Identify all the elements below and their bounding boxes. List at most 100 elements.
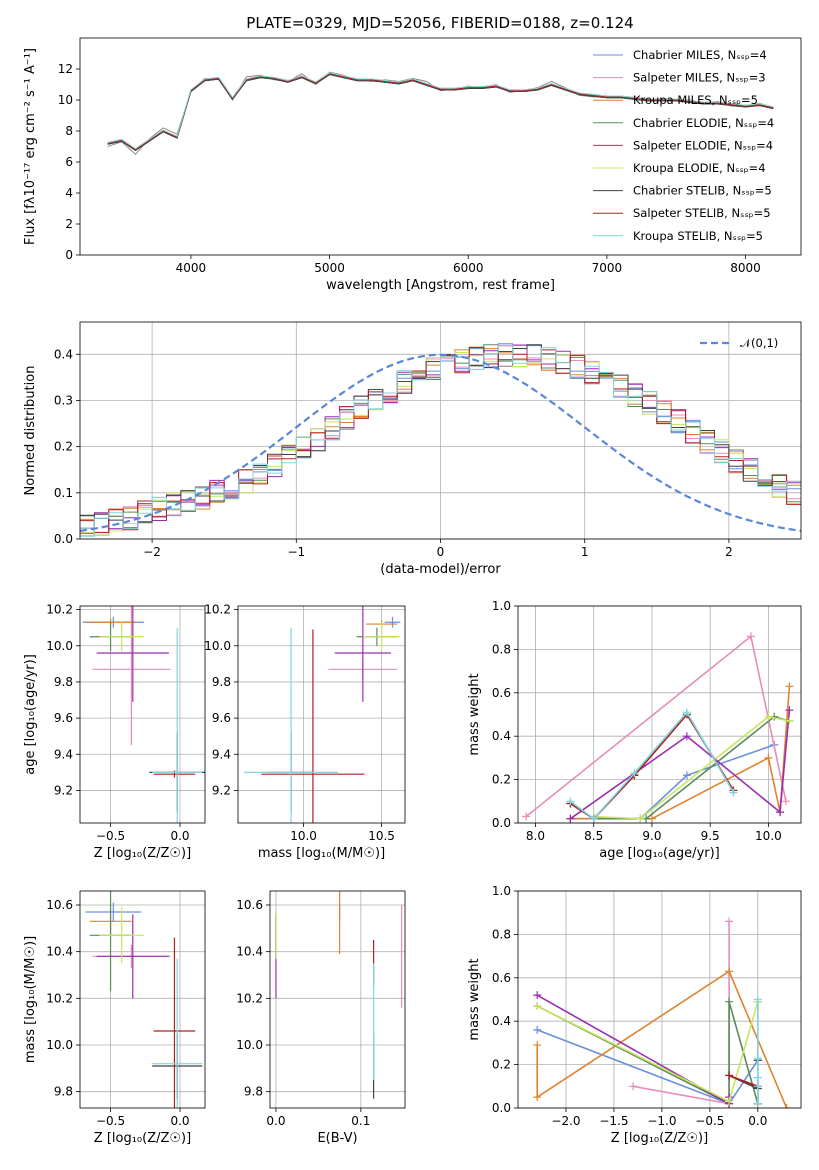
legend-label: Salpeter MILES, Nₛₛₚ=3: [633, 71, 766, 85]
y-tick-label: 0: [65, 248, 73, 262]
x-tick-label: −1.5: [599, 1114, 628, 1128]
axes: −2.0 −1.5 −1.0 −0.5 0.0 0.0 0.2 0.4 0.6 0.8 1.0 Z […: [467, 884, 802, 1146]
plot-area: [244, 606, 401, 823]
series-marker: [746, 632, 755, 641]
legend-label: Kroupa MILES, Nₛₛₚ=5: [633, 93, 758, 107]
x-axis-label: Z [log₁₀(Z/Z☉)]: [94, 1131, 191, 1146]
x-tick-label: −2: [143, 545, 161, 559]
legend-label: Salpeter STELIB, Nₛₛₚ=5: [633, 206, 771, 220]
y-tick-label: 1.0: [492, 599, 511, 613]
y-tick-label: 10.6: [46, 898, 73, 912]
series-marker: [753, 1073, 762, 1082]
series-line: [593, 715, 790, 820]
x-tick-label: 8000: [730, 261, 761, 275]
x-tick-label: 7000: [592, 261, 623, 275]
normal-curve: [80, 353, 801, 532]
y-tick-label: 9.8: [244, 1085, 263, 1099]
axes-frame: [79, 37, 802, 256]
x-tick-label: 9.5: [701, 829, 720, 843]
axes-frame: [79, 890, 206, 1109]
y-tick-label: 0.2: [492, 773, 511, 787]
y-tick-label: 10.0: [46, 1038, 73, 1052]
y-tick-label: 0.8: [492, 642, 511, 656]
series-marker: [725, 967, 734, 976]
x-axis-label: E(B-V): [317, 1131, 357, 1146]
y-axis-label: Normed distribution: [23, 366, 38, 496]
legend: 𝒩(0,1): [700, 336, 778, 350]
axes-frame: [79, 605, 206, 824]
x-axis-label: mass [log₁₀(M/M☉)]: [258, 846, 385, 861]
axes: −2 −1 0 1 2 0.0 0.1 0.2 0.3 0.4 (data-model)/error…: [23, 321, 802, 577]
series-marker: [782, 1104, 791, 1108]
x-tick-label: 0.0: [170, 829, 189, 843]
y-tick-label: 12: [58, 62, 73, 76]
series-marker: [629, 1082, 638, 1091]
series-line: [536, 1001, 759, 1103]
y-tick-label: 10.6: [236, 898, 263, 912]
y-tick-label: 10.2: [236, 991, 263, 1005]
y-tick-label: 0.2: [492, 1058, 511, 1072]
y-tick-label: 9.4: [212, 747, 231, 761]
legend-label: 𝒩(0,1): [740, 336, 778, 350]
series-marker: [764, 753, 773, 762]
series-marker: [533, 1025, 542, 1034]
series-marker: [781, 797, 790, 806]
y-tick-label: 10: [58, 93, 73, 107]
axes: 0.0 0.1 9.8 10.0 10.2 10.4 10.6 E(B-V): [236, 890, 406, 1146]
x-tick-label: −2.0: [551, 1114, 580, 1128]
x-tick-label: −0.5: [96, 1114, 125, 1128]
x-tick-label: 0.0: [170, 1114, 189, 1128]
plot-area: [275, 891, 403, 1099]
series-line: [525, 634, 787, 818]
y-tick-label: 0.8: [492, 927, 511, 941]
series-marker: [589, 814, 598, 823]
legend-label: Kroupa STELIB, Nₛₛₚ=5: [633, 229, 763, 243]
y-tick-label: 10.0: [204, 639, 231, 653]
y-tick-label: 10.0: [46, 639, 73, 653]
panel-residuals: −2 −1 0 1 2 0.0 0.1 0.2 0.3 0.4 (data-model)/error…: [23, 321, 802, 577]
plot-area: [80, 343, 801, 537]
x-tick-label: 6000: [453, 261, 484, 275]
series-line: [570, 686, 791, 820]
x-tick-label: 8.5: [584, 829, 603, 843]
x-tick-label: 9.0: [642, 829, 661, 843]
y-tick-label: 0.1: [54, 486, 73, 500]
y-tick-label: 10.4: [46, 945, 73, 959]
axes-frame: [517, 890, 802, 1109]
series-marker: [636, 814, 645, 823]
series-marker: [682, 732, 691, 741]
x-tick-label: −1: [287, 545, 305, 559]
y-tick-label: 10.0: [236, 1038, 263, 1052]
y-tick-label: 9.2: [212, 783, 231, 797]
series-marker: [630, 769, 639, 778]
series-marker: [753, 1082, 762, 1091]
panel-spectrum: 4000 5000 6000 7000 8000 0 2 4 6 8 10 12 wavelength …: [23, 37, 802, 293]
axes: 4000 5000 6000 7000 8000 0 2 4 6 8 10 12 wavelength …: [23, 37, 802, 293]
panel-age-vs-mass: 10.0 10.5 9.2 9.4 9.6 9.8 10.0 10.2 mass [log₁₀(…: [204, 603, 406, 861]
y-tick-label: 4: [65, 186, 73, 200]
series-marker: [764, 712, 773, 721]
y-tick-label: 10.2: [46, 991, 73, 1005]
x-axis-label: Z [log₁₀(Z/Z☉)]: [611, 1131, 708, 1146]
plot-area: [533, 917, 791, 1108]
axes: −0.5 0.0 9.8 10.0 10.2 10.4 10.6 Z [log₁₀(Z/Z☉)…: [23, 890, 206, 1146]
series-marker: [785, 682, 794, 691]
y-tick-label: 9.4: [54, 747, 73, 761]
y-tick-label: 9.8: [54, 675, 73, 689]
model-spectrum-line: [107, 72, 774, 150]
legend-label: Chabrier STELIB, Nₛₛₚ=5: [633, 184, 772, 198]
y-tick-label: 6: [65, 155, 73, 169]
y-tick-label: 0.6: [492, 686, 511, 700]
series-marker: [785, 717, 794, 726]
series-line: [569, 710, 791, 820]
x-tick-label: −1.0: [647, 1114, 676, 1128]
x-tick-label: 0: [437, 545, 445, 559]
axes-frame: [517, 605, 802, 824]
series-marker: [682, 771, 691, 780]
series-marker: [753, 1099, 762, 1108]
y-tick-label: 2: [65, 217, 73, 231]
axes: −0.5 0.0 9.2 9.4 9.6 9.8 10.0 10.2 Z [log₁₀(Z/Z☉…: [23, 603, 206, 861]
series-marker: [753, 1054, 762, 1063]
plot-area: [522, 632, 794, 823]
